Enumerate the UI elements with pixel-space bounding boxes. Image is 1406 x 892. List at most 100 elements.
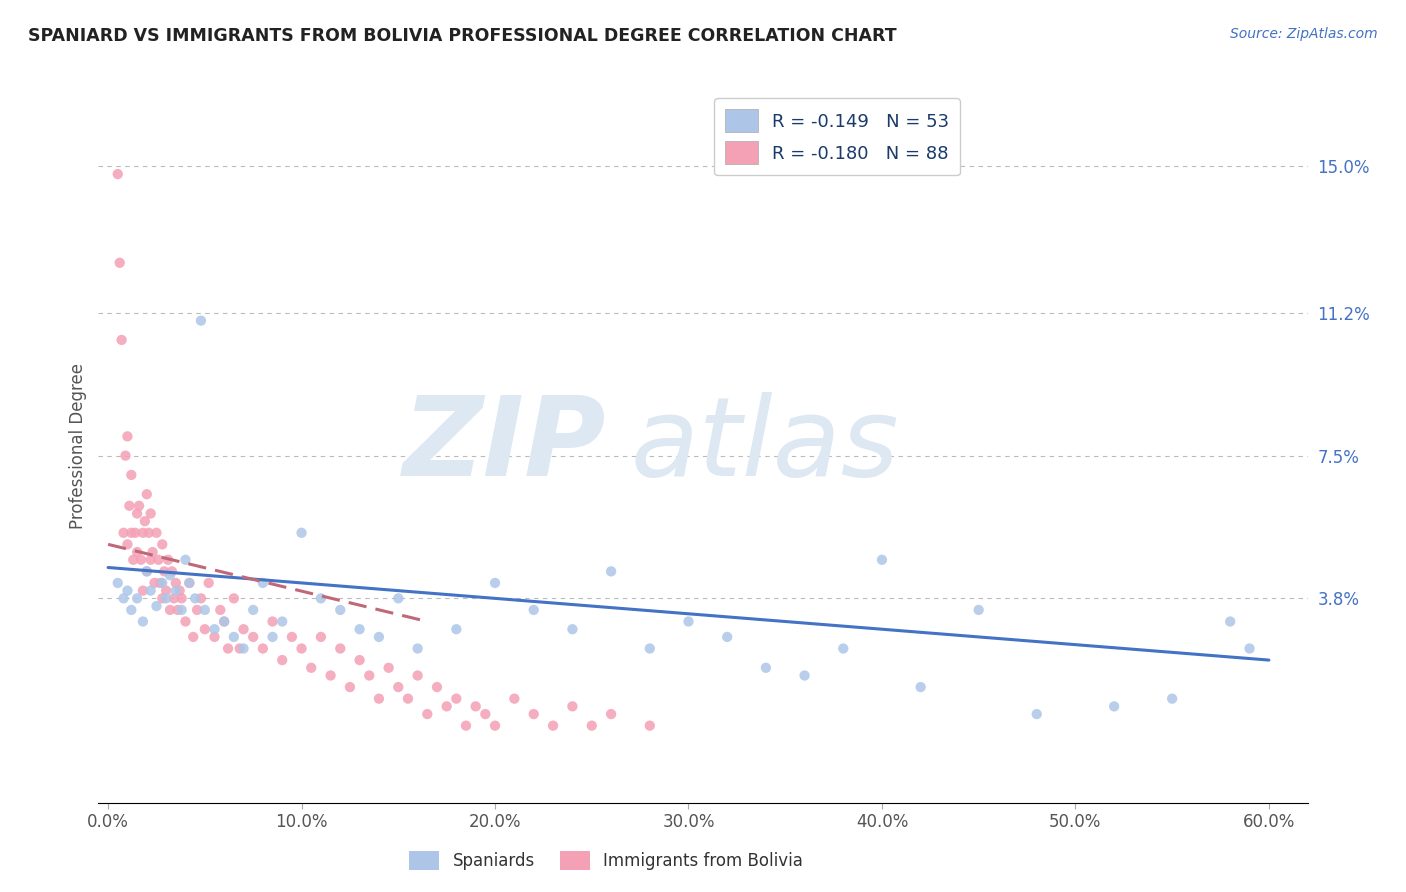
Point	[108, 256, 131, 270]
Point	[128, 499, 150, 513]
Point	[139, 507, 162, 521]
Point	[186, 603, 208, 617]
Point	[1161, 691, 1184, 706]
Point	[170, 603, 193, 617]
Point	[135, 487, 157, 501]
Point	[150, 591, 173, 606]
Point	[138, 525, 160, 540]
Point	[484, 576, 506, 591]
Point	[464, 699, 486, 714]
Point	[967, 603, 990, 617]
Point	[299, 661, 322, 675]
Point	[329, 603, 352, 617]
Point	[120, 525, 142, 540]
Point	[600, 565, 623, 579]
Text: atlas: atlas	[630, 392, 898, 500]
Point	[112, 525, 135, 540]
Point	[150, 537, 173, 551]
Point	[377, 661, 399, 675]
Point	[870, 553, 893, 567]
Point	[212, 615, 235, 629]
Point	[117, 429, 139, 443]
Point	[271, 615, 294, 629]
Point	[166, 603, 188, 617]
Point	[127, 507, 149, 521]
Point	[163, 591, 186, 606]
Point	[406, 641, 429, 656]
Point	[132, 525, 155, 540]
Point	[290, 525, 312, 540]
Point	[122, 553, 145, 567]
Point	[174, 553, 197, 567]
Point	[169, 583, 191, 598]
Point	[217, 641, 239, 656]
Point	[170, 591, 193, 606]
Point	[129, 553, 152, 567]
Point	[561, 699, 583, 714]
Point	[484, 719, 506, 733]
Point	[134, 514, 156, 528]
Point	[329, 641, 352, 656]
Point	[309, 630, 332, 644]
Point	[309, 591, 332, 606]
Point	[124, 525, 146, 540]
Point	[271, 653, 294, 667]
Point	[793, 668, 815, 682]
Point	[127, 545, 149, 559]
Point	[159, 568, 181, 582]
Point	[155, 591, 177, 606]
Point	[368, 630, 391, 644]
Point	[523, 603, 546, 617]
Point	[197, 576, 219, 591]
Point	[232, 641, 254, 656]
Point	[561, 622, 583, 636]
Point	[541, 719, 564, 733]
Point	[222, 591, 245, 606]
Point	[194, 603, 217, 617]
Point	[127, 591, 149, 606]
Text: ZIP: ZIP	[402, 392, 606, 500]
Point	[910, 680, 932, 694]
Point	[165, 576, 187, 591]
Point	[242, 630, 264, 644]
Point	[228, 641, 250, 656]
Point	[581, 719, 603, 733]
Point	[638, 641, 661, 656]
Point	[174, 615, 197, 629]
Point	[454, 719, 477, 733]
Point	[1025, 707, 1047, 722]
Point	[117, 583, 139, 598]
Point	[209, 603, 232, 617]
Point	[222, 630, 245, 644]
Point	[148, 553, 170, 567]
Point	[145, 599, 167, 613]
Point	[135, 565, 157, 579]
Point	[339, 680, 361, 694]
Point	[190, 591, 212, 606]
Point	[436, 699, 458, 714]
Point	[139, 553, 162, 567]
Point	[262, 630, 284, 644]
Point	[242, 603, 264, 617]
Point	[1219, 615, 1241, 629]
Point	[107, 576, 129, 591]
Point	[111, 333, 134, 347]
Point	[503, 691, 526, 706]
Point	[359, 668, 381, 682]
Point	[446, 691, 468, 706]
Point	[252, 576, 274, 591]
Point	[416, 707, 439, 722]
Point	[142, 545, 165, 559]
Point	[135, 565, 157, 579]
Text: SPANIARD VS IMMIGRANTS FROM BOLIVIA PROFESSIONAL DEGREE CORRELATION CHART: SPANIARD VS IMMIGRANTS FROM BOLIVIA PROF…	[28, 27, 897, 45]
Point	[755, 661, 778, 675]
Point	[426, 680, 449, 694]
Y-axis label: Professional Degree: Professional Degree	[69, 363, 87, 529]
Point	[678, 615, 700, 629]
Point	[179, 576, 201, 591]
Point	[190, 313, 212, 327]
Point	[143, 576, 166, 591]
Point	[120, 467, 142, 482]
Text: Source: ZipAtlas.com: Source: ZipAtlas.com	[1230, 27, 1378, 41]
Point	[406, 668, 429, 682]
